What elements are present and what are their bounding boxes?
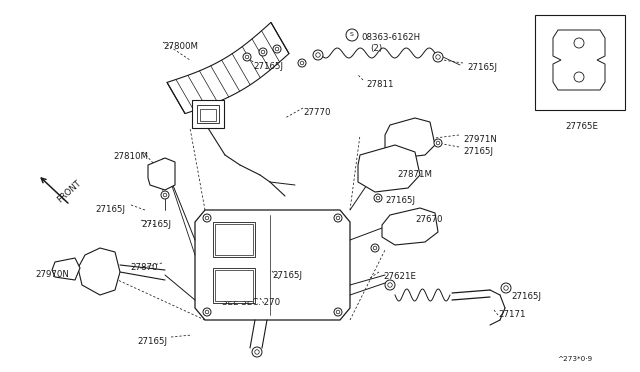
FancyBboxPatch shape xyxy=(213,222,255,257)
Polygon shape xyxy=(195,210,350,320)
Text: FRONT: FRONT xyxy=(55,179,83,205)
Polygon shape xyxy=(148,158,175,190)
Circle shape xyxy=(434,139,442,147)
Circle shape xyxy=(501,283,511,293)
Circle shape xyxy=(334,308,342,316)
Text: S: S xyxy=(350,32,354,38)
FancyBboxPatch shape xyxy=(213,268,255,303)
Text: 27165J: 27165J xyxy=(272,271,302,280)
Circle shape xyxy=(336,310,340,314)
Circle shape xyxy=(205,310,209,314)
Circle shape xyxy=(374,194,382,202)
FancyBboxPatch shape xyxy=(192,100,224,128)
Text: 27165J: 27165J xyxy=(137,337,167,346)
Circle shape xyxy=(313,50,323,60)
Text: 27810M: 27810M xyxy=(113,152,148,161)
Text: 27800M: 27800M xyxy=(163,42,198,51)
Circle shape xyxy=(336,216,340,220)
Circle shape xyxy=(255,350,259,354)
Text: 08363-6162H: 08363-6162H xyxy=(361,33,420,42)
Circle shape xyxy=(273,45,281,53)
Polygon shape xyxy=(385,118,435,158)
Circle shape xyxy=(376,196,380,200)
Circle shape xyxy=(245,55,249,59)
Circle shape xyxy=(316,53,320,57)
FancyBboxPatch shape xyxy=(197,105,219,123)
Circle shape xyxy=(161,191,169,199)
Text: 27165J: 27165J xyxy=(463,147,493,156)
Text: ^273*0·9: ^273*0·9 xyxy=(557,356,592,362)
Circle shape xyxy=(504,286,508,290)
Text: 27670: 27670 xyxy=(415,215,442,224)
Circle shape xyxy=(436,55,440,59)
Circle shape xyxy=(574,38,584,48)
Circle shape xyxy=(436,141,440,145)
FancyBboxPatch shape xyxy=(200,109,216,121)
Text: 27765E: 27765E xyxy=(565,122,598,131)
Text: 27621E: 27621E xyxy=(383,272,416,281)
Circle shape xyxy=(205,216,209,220)
Polygon shape xyxy=(358,145,420,192)
Circle shape xyxy=(388,283,392,287)
Circle shape xyxy=(371,244,379,252)
Text: 27870: 27870 xyxy=(130,263,157,272)
Polygon shape xyxy=(78,248,120,295)
Polygon shape xyxy=(52,258,80,280)
Circle shape xyxy=(385,280,395,290)
Text: 27770: 27770 xyxy=(303,108,330,117)
Text: 27165J: 27165J xyxy=(95,205,125,214)
Text: 27970N: 27970N xyxy=(35,270,69,279)
Circle shape xyxy=(243,53,251,61)
Circle shape xyxy=(346,29,358,41)
FancyBboxPatch shape xyxy=(535,15,625,110)
Circle shape xyxy=(298,59,306,67)
Polygon shape xyxy=(382,208,438,245)
Text: 27165J: 27165J xyxy=(385,196,415,205)
Text: 27165J: 27165J xyxy=(467,63,497,72)
FancyBboxPatch shape xyxy=(215,224,253,255)
Circle shape xyxy=(373,246,377,250)
Text: 27165J: 27165J xyxy=(511,292,541,301)
Text: 27871M: 27871M xyxy=(397,170,432,179)
Polygon shape xyxy=(167,22,289,113)
Circle shape xyxy=(433,52,443,62)
Text: SEE SEC. 270: SEE SEC. 270 xyxy=(222,298,280,307)
Circle shape xyxy=(261,50,265,54)
Text: (2): (2) xyxy=(370,44,382,53)
Circle shape xyxy=(163,193,167,197)
Circle shape xyxy=(275,47,279,51)
Circle shape xyxy=(203,308,211,316)
Polygon shape xyxy=(553,30,605,90)
Circle shape xyxy=(252,347,262,357)
Text: 27171: 27171 xyxy=(498,310,525,319)
Text: 27165J: 27165J xyxy=(253,62,283,71)
Circle shape xyxy=(300,61,304,65)
Circle shape xyxy=(574,72,584,82)
Text: 27971N: 27971N xyxy=(463,135,497,144)
Text: 27811: 27811 xyxy=(366,80,394,89)
Circle shape xyxy=(334,214,342,222)
FancyBboxPatch shape xyxy=(215,270,253,301)
Text: 27165J: 27165J xyxy=(141,220,171,229)
Circle shape xyxy=(259,48,267,56)
Circle shape xyxy=(203,214,211,222)
